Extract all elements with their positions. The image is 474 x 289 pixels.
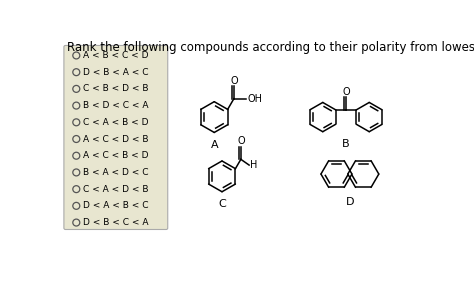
Text: D < B < A < C: D < B < A < C	[83, 68, 149, 77]
Text: D: D	[346, 197, 354, 207]
Text: B < A < D < C: B < A < D < C	[83, 168, 149, 177]
Text: A < C < D < B: A < C < D < B	[83, 134, 149, 144]
Text: A < B < C < D: A < B < C < D	[83, 51, 149, 60]
Text: H: H	[250, 160, 257, 170]
Text: C < A < B < D: C < A < B < D	[83, 118, 149, 127]
Text: C < B < D < B: C < B < D < B	[83, 84, 149, 93]
Text: O: O	[342, 87, 350, 97]
Text: B: B	[342, 139, 350, 149]
Text: B < D < C < A: B < D < C < A	[83, 101, 149, 110]
FancyBboxPatch shape	[64, 45, 168, 229]
Text: Rank the following compounds according to their polarity from lowest to highest: Rank the following compounds according t…	[67, 41, 474, 54]
Text: O: O	[237, 136, 245, 146]
Text: O: O	[230, 76, 237, 86]
Text: A < C < B < D: A < C < B < D	[83, 151, 149, 160]
Text: A: A	[210, 140, 218, 150]
Text: D < B < C < A: D < B < C < A	[83, 218, 149, 227]
Text: D < A < B < C: D < A < B < C	[83, 201, 149, 210]
Text: OH: OH	[247, 94, 262, 104]
Text: C: C	[218, 199, 226, 210]
Text: C < A < D < B: C < A < D < B	[83, 185, 149, 194]
